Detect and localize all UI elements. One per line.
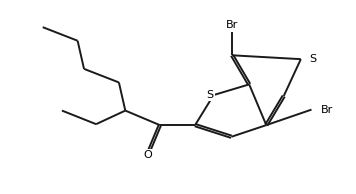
Text: O: O (144, 150, 152, 160)
Text: Br: Br (320, 105, 333, 115)
Text: S: S (310, 54, 317, 64)
Text: S: S (206, 90, 214, 100)
Text: Br: Br (226, 20, 238, 30)
